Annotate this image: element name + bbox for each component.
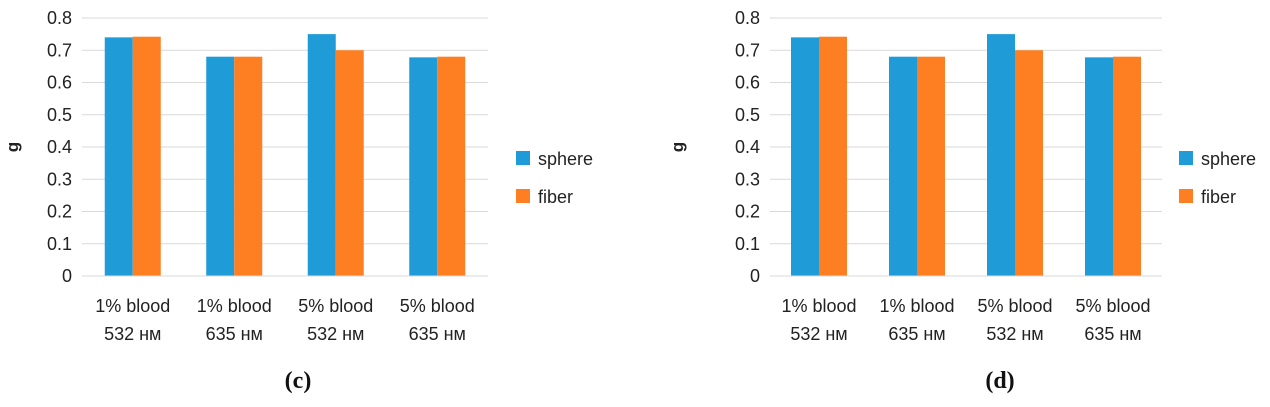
bar-sphere [206,56,235,277]
x-tick-label: 532 нм [986,324,1043,344]
bar-chart-c: 0 0.1 0.2 0.3 0.4 0.5 0.6 0.7 0.8 g 1% blood 532 нм… [3,8,593,344]
legend-swatch-sphere [1179,151,1193,165]
y-tick-label: 0 [62,266,72,286]
x-tick-label: 635 нм [409,324,466,344]
panel-label-c: (c) [284,368,312,394]
y-tick-label: 0.2 [47,202,72,222]
y-tick-label: 0.6 [735,73,760,93]
x-tick-label: 1% blood [197,296,272,316]
chart-panel-c: 0 0.1 0.2 0.3 0.4 0.5 0.6 0.7 0.8 g 1% blood 532 нм… [3,8,593,394]
x-tick-label: 532 нм [307,324,364,344]
bar-sphere [1085,57,1113,276]
x-tick-label: 532 нм [790,324,847,344]
y-tick-label: 0.1 [47,234,72,254]
x-tick-label: 1% blood [95,296,170,316]
bar-sphere [791,37,819,276]
y-tick-label: 0.2 [735,202,760,222]
y-tick-label: 0.4 [47,137,72,157]
y-tick-label: 0.5 [47,105,72,125]
x-tick-label: 5% blood [298,296,373,316]
y-tick-label: 0.3 [735,169,760,189]
bar-fiber [335,50,364,276]
bar-fiber [1113,56,1141,277]
chart-panel-d: 0 0.1 0.2 0.3 0.4 0.5 0.6 0.7 0.8 g 1% blood 532 нм… [635,0,1270,407]
legend-label-sphere: sphere [538,149,593,169]
bar-fiber [234,56,263,277]
legend-swatch-fiber [1179,189,1193,203]
bar-sphere [889,56,917,277]
x-tick-label: 1% blood [879,296,954,316]
bar-fiber [132,36,161,276]
y-tick-label: 0 [750,266,760,286]
y-axis-label: g [3,142,22,152]
y-tick-label: 0.7 [47,40,72,60]
y-tick-label: 0.8 [735,8,760,28]
bar-sphere [104,37,133,276]
y-tick-label: 0.5 [735,105,760,125]
bar-sphere [409,57,438,276]
y-tick-label: 0.3 [47,169,72,189]
x-tick-label: 635 нм [1084,324,1141,344]
y-tick-label: 0.4 [735,137,760,157]
y-tick-label: 0.1 [735,234,760,254]
x-tick-label: 532 нм [104,324,161,344]
legend-label-sphere: sphere [1201,149,1256,169]
legend-swatch-sphere [516,151,530,165]
y-tick-label: 0.8 [47,8,72,28]
x-tick-label: 635 нм [206,324,263,344]
legend-label-fiber: fiber [1201,187,1236,207]
bar-sphere [987,34,1015,276]
bar-chart-d: 0 0.1 0.2 0.3 0.4 0.5 0.6 0.7 0.8 g 1% blood 532 нм… [668,8,1256,344]
legend-swatch-fiber [516,189,530,203]
bar-fiber [917,56,945,277]
x-tick-label: 5% blood [400,296,475,316]
legend-label-fiber: fiber [538,187,573,207]
y-tick-label: 0.7 [735,40,760,60]
x-tick-label: 5% blood [977,296,1052,316]
x-tick-label: 5% blood [1075,296,1150,316]
y-tick-label: 0.6 [47,73,72,93]
bar-sphere [307,34,336,276]
y-axis-label: g [668,142,687,152]
bar-fiber [437,56,466,277]
panel-label-d: (d) [985,368,1015,394]
x-tick-label: 635 нм [888,324,945,344]
x-tick-label: 1% blood [781,296,856,316]
bar-fiber [1015,50,1043,276]
bar-fiber [819,36,847,276]
